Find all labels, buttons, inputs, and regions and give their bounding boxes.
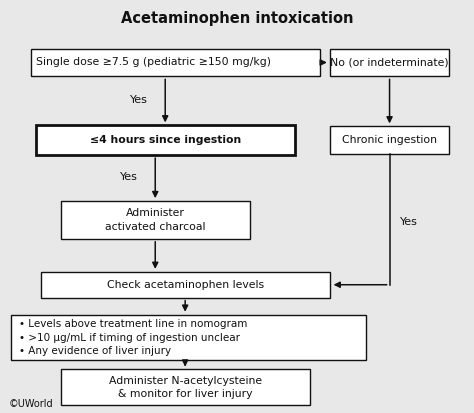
Text: Yes: Yes xyxy=(400,217,418,227)
FancyBboxPatch shape xyxy=(41,272,330,298)
FancyBboxPatch shape xyxy=(11,315,365,361)
Text: Acetaminophen intoxication: Acetaminophen intoxication xyxy=(121,11,353,26)
Text: Yes: Yes xyxy=(130,95,148,105)
FancyBboxPatch shape xyxy=(31,49,320,76)
Text: Administer N-acetylcysteine
& monitor for liver injury: Administer N-acetylcysteine & monitor fo… xyxy=(109,376,262,399)
FancyBboxPatch shape xyxy=(330,49,449,76)
Text: Administer
activated charcoal: Administer activated charcoal xyxy=(105,208,206,232)
FancyBboxPatch shape xyxy=(330,126,449,154)
FancyBboxPatch shape xyxy=(36,125,295,155)
FancyBboxPatch shape xyxy=(61,370,310,405)
Text: Single dose ≥7.5 g (pediatric ≥150 mg/kg): Single dose ≥7.5 g (pediatric ≥150 mg/kg… xyxy=(36,57,271,67)
Text: Chronic ingestion: Chronic ingestion xyxy=(342,135,437,145)
Text: ≤4 hours since ingestion: ≤4 hours since ingestion xyxy=(90,135,241,145)
Text: Check acetaminophen levels: Check acetaminophen levels xyxy=(107,280,264,290)
FancyBboxPatch shape xyxy=(61,201,250,239)
Text: • Levels above treatment line in nomogram
• >10 μg/mL if timing of ingestion unc: • Levels above treatment line in nomogra… xyxy=(18,319,247,356)
Text: Yes: Yes xyxy=(120,172,138,182)
Text: ©UWorld: ©UWorld xyxy=(9,399,53,409)
Text: No (or indeterminate): No (or indeterminate) xyxy=(330,57,449,67)
